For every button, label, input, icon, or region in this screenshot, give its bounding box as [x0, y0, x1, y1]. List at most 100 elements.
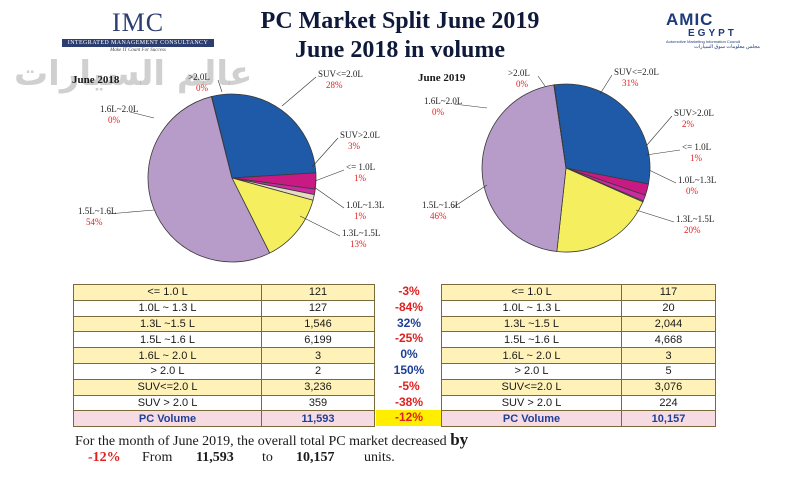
y2019-segment-cell: > 2.0 L — [441, 362, 622, 380]
y2019-value-cell: 3,076 — [621, 378, 716, 396]
change-value: 0% — [400, 347, 418, 362]
slice-pct-suv-le-2-0: 31% — [622, 78, 639, 88]
table-row: SUV<=2.0 L 3,076 — [441, 378, 716, 396]
table-row: SUV > 2.0 L 224 — [441, 394, 716, 412]
slice-pct-suv-le-2-0: 28% — [326, 80, 343, 90]
y2018-value-cell: 359 — [261, 394, 375, 412]
leader-line — [648, 169, 677, 184]
change-value: -38% — [394, 394, 423, 409]
watermark: عالم السيارات — [14, 54, 253, 94]
pie-slice-gt-2-0 — [211, 96, 233, 179]
pie-slice-suv-le-2-0 — [553, 83, 651, 185]
table-row: SUV > 2.0 L 359 — [73, 394, 375, 412]
slice-label-suv-le-2-0: SUV<=2.0L — [318, 69, 363, 79]
y2018-segment-cell: 1.6L ~ 2.0 L — [73, 347, 262, 364]
y2019-value-cell: 2,044 — [621, 315, 716, 333]
pie-june-2018: <= 1.0L1%1.0L~1.3L1%1.3L~1.5L13%1.5L~1.6… — [78, 69, 384, 263]
y2019-segment-cell: 1.0L ~ 1.3 L — [441, 299, 622, 317]
summary-from-label: From — [142, 450, 173, 465]
y2019-value-cell: 224 — [621, 394, 716, 412]
table-row: 1.5L ~1.6 L 6,199 — [73, 331, 375, 349]
y2019-total-value: 10,157 — [621, 410, 716, 428]
leader-line — [635, 209, 675, 223]
leader-line — [646, 115, 673, 146]
leader-line — [129, 111, 155, 119]
summary-from-value: 11,593 — [196, 450, 234, 465]
slice-pct-1-6-to-2-0: 0% — [108, 115, 121, 125]
leader-line — [314, 169, 345, 182]
y2018-value-cell: 1,546 — [261, 315, 375, 333]
y2018-segment-cell: SUV<=2.0 L — [73, 378, 262, 396]
change-value: -5% — [398, 378, 420, 393]
slice-pct-1-0-to-1-3: 0% — [686, 186, 699, 196]
y2019-segment-cell: 1.5L ~1.6 L — [441, 331, 622, 349]
slice-label-1-5-to-1-6: 1.5L~1.6L — [78, 206, 116, 216]
leader-line — [217, 79, 223, 93]
pie-slice-gt-2-0 — [553, 84, 567, 169]
leader-line — [453, 103, 488, 109]
imc-logo-tagline: Make IT Count For Success — [110, 48, 166, 53]
slice-label-le-1-0: <= 1.0L — [346, 162, 375, 172]
y2019-value-cell: 117 — [621, 284, 716, 301]
leader-line — [311, 137, 339, 168]
table-row: <= 1.0 L 117 — [441, 284, 716, 301]
y2019-segment-cell: SUV > 2.0 L — [441, 394, 622, 412]
y2018-segment-cell: > 2.0 L — [73, 362, 262, 380]
change-value: 150% — [393, 362, 425, 377]
slice-pct-suv-gt-2-0: 3% — [348, 141, 361, 151]
leader-line — [451, 184, 488, 209]
table-2018: <= 1.0 L 121 1.0L ~ 1.3 L 127 1.3L ~1.5 L 1,5… — [73, 284, 375, 428]
slice-pct-1-6-to-2-0: 0% — [432, 107, 445, 117]
summary-text: For the month of June 2019, the overall … — [75, 434, 447, 449]
y2019-segment-cell: <= 1.0 L — [441, 284, 622, 301]
pie-slice-1-5-to-1-6 — [147, 96, 271, 263]
table-row: <= 1.0 L 121 — [73, 284, 375, 301]
slice-label-1-5-to-1-6: 1.5L~1.6L — [422, 200, 460, 210]
slice-label-suv-gt-2-0: SUV>2.0L — [674, 108, 714, 118]
slice-pct-1-3-to-1-5: 13% — [350, 239, 367, 249]
slice-pct-gt-2-0: 0% — [516, 79, 529, 89]
slice-label-1-6-to-2-0: 1.6L~2.0L — [424, 96, 462, 106]
y2018-value-cell: 3 — [261, 347, 375, 364]
table-row: 1.5L ~1.6 L 4,668 — [441, 331, 716, 349]
slice-label-1-0-to-1-3: 1.0L~1.3L — [346, 200, 384, 210]
y2018-segment-cell: 1.3L ~1.5 L — [73, 315, 262, 333]
page-subtitle: June 2018 in volume — [294, 37, 506, 63]
pie-slice-1-3-to-1-5 — [556, 167, 644, 253]
summary-to-value: 10,157 — [296, 450, 335, 465]
slice-pct-1-0-to-1-3: 1% — [354, 211, 367, 221]
change-value: -3% — [398, 284, 420, 298]
y2018-segment-cell: SUV > 2.0 L — [73, 394, 262, 412]
amic-logo-sub: Automotive Marketing Information Council — [666, 39, 741, 44]
pie-charts: <= 1.0L1%1.0L~1.3L1%1.3L~1.5L13%1.5L~1.6… — [78, 67, 716, 263]
y2018-value-cell: 127 — [261, 299, 375, 317]
slice-label-1-3-to-1-5: 1.3L~1.5L — [676, 214, 714, 224]
y2019-segment-cell: 1.3L ~1.5 L — [441, 315, 622, 333]
change-column: -3% -84% 32% -25% 0% 150% -5% -38% -12% — [376, 284, 442, 427]
amic-logo-country: EGYPT — [688, 28, 737, 39]
leader-line — [107, 209, 155, 215]
y2019-value-cell: 4,668 — [621, 331, 716, 349]
slice-label-le-1-0: <= 1.0L — [682, 142, 711, 152]
summary-units: units. — [364, 450, 395, 465]
pie-june-2019: <= 1.0L1%1.0L~1.3L0%1.3L~1.5L20%1.5L~1.6… — [422, 67, 716, 253]
table-row: 1.0L ~ 1.3 L 127 — [73, 299, 375, 317]
pie-slice-suv-le-2-0 — [211, 93, 317, 179]
y2018-value-cell: 121 — [261, 284, 375, 301]
leader-line — [299, 215, 341, 237]
y2019-value-cell: 5 — [621, 362, 716, 380]
slice-label-gt-2-0: >2.0L — [188, 72, 210, 82]
leader-line — [645, 149, 681, 156]
chart-title-2018: June 2018 — [72, 74, 120, 86]
table-2019: <= 1.0 L 117 1.0L ~ 1.3 L 20 1.3L ~1.5 L 2,04… — [441, 284, 716, 428]
imc-logo-name: INTEGRATED MANAGEMENT CONSULTANCY — [62, 39, 214, 47]
slice-pct-1-5-to-1-6: 54% — [86, 217, 103, 227]
table-total-row: PC Volume 11,593 — [73, 410, 375, 428]
leader-line — [313, 186, 345, 209]
slice-pct-1-3-to-1-5: 20% — [684, 225, 701, 235]
summary-by: by — [450, 430, 469, 449]
change-value: -84% — [394, 299, 423, 314]
